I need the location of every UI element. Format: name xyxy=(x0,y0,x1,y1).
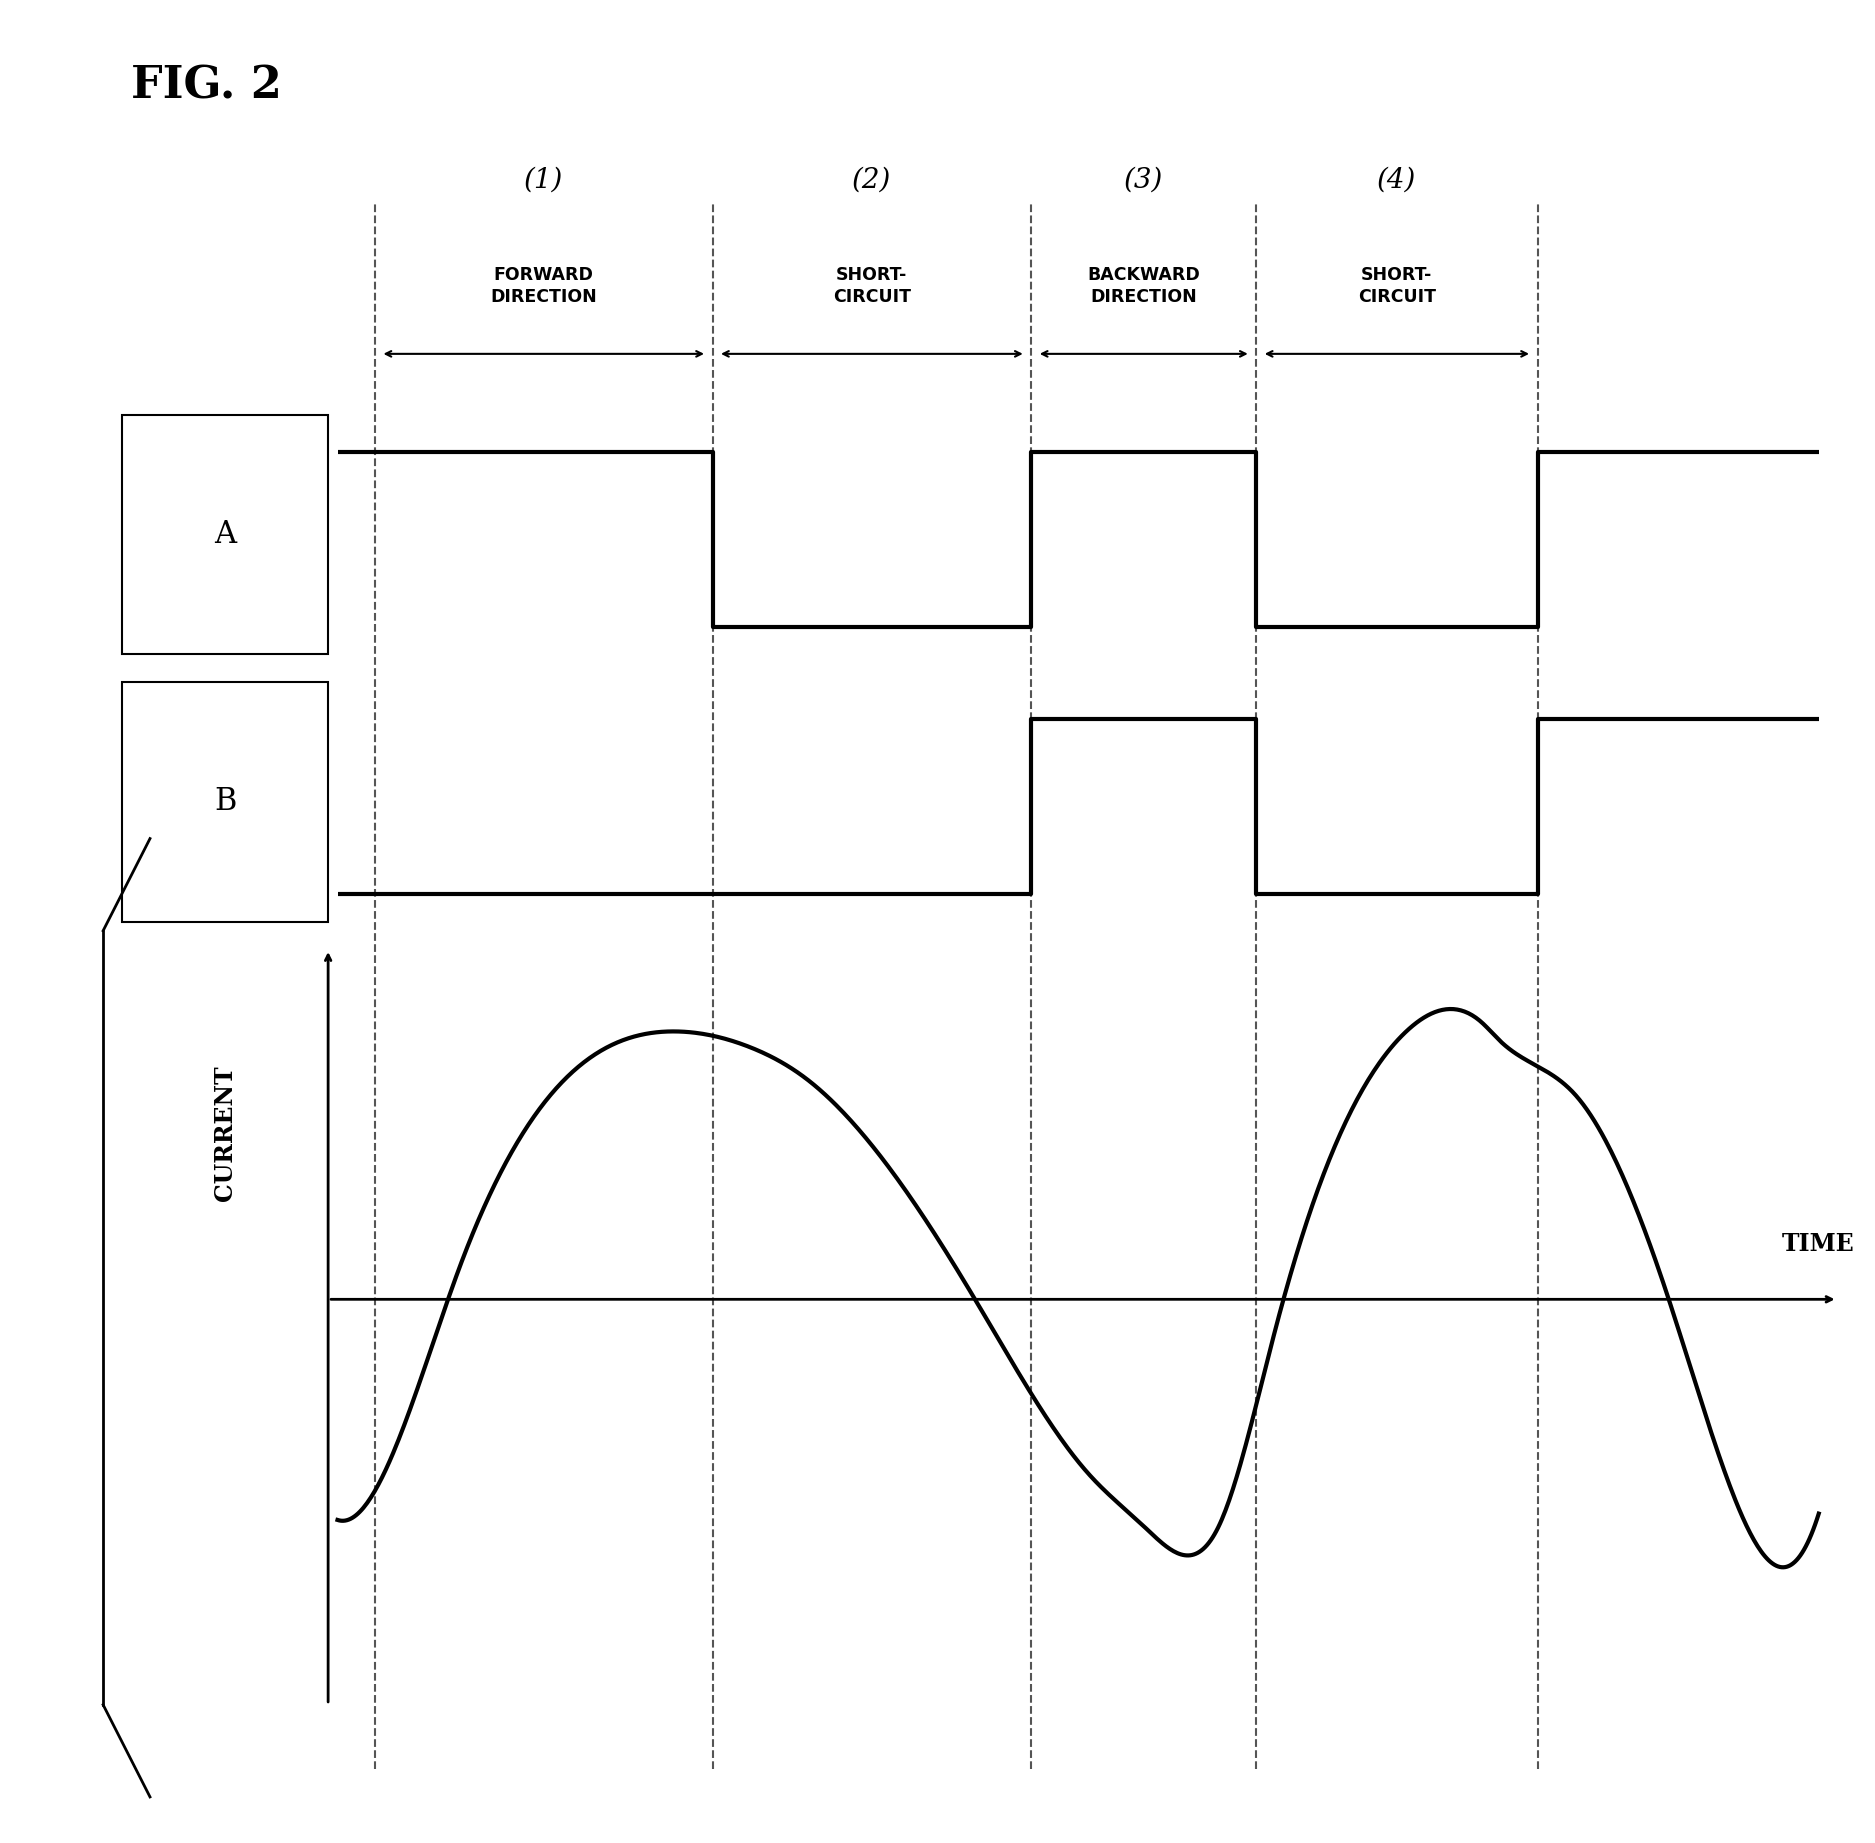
Text: (2): (2) xyxy=(851,166,892,194)
Text: TIME: TIME xyxy=(1781,1231,1854,1257)
Text: BACKWARD
DIRECTION: BACKWARD DIRECTION xyxy=(1088,265,1200,306)
Text: FORWARD
DIRECTION: FORWARD DIRECTION xyxy=(491,265,596,306)
Text: A: A xyxy=(214,520,236,549)
Text: (1): (1) xyxy=(525,166,562,194)
Text: SHORT-
CIRCUIT: SHORT- CIRCUIT xyxy=(832,265,911,306)
Text: FIG. 2: FIG. 2 xyxy=(131,65,281,107)
Text: CURRENT: CURRENT xyxy=(214,1065,236,1202)
Text: SHORT-
CIRCUIT: SHORT- CIRCUIT xyxy=(1358,265,1436,306)
Text: B: B xyxy=(214,787,236,816)
Bar xyxy=(122,682,328,922)
Text: (4): (4) xyxy=(1376,166,1418,194)
Bar xyxy=(122,415,328,654)
Text: (3): (3) xyxy=(1125,166,1162,194)
